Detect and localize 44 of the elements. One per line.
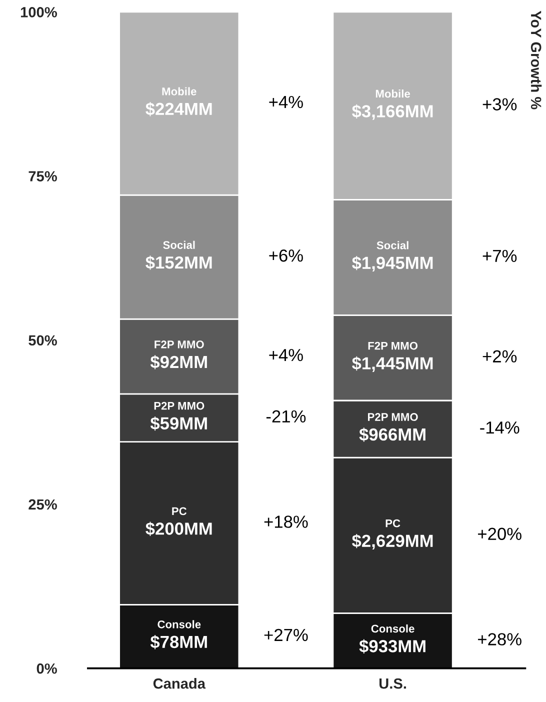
text: YoY Growth % xyxy=(530,10,542,110)
y-tick-label: 50% xyxy=(28,335,57,346)
series-label: P2P MMO xyxy=(154,402,204,410)
annotation: $1,445MM xyxy=(352,356,433,372)
series-label: Console xyxy=(371,624,414,633)
annotation: -14% xyxy=(480,422,520,434)
annotation: $224MM xyxy=(146,102,212,116)
annotation: $200MM xyxy=(146,522,212,536)
text: Mobile xyxy=(376,90,410,98)
annotation: $1,945MM xyxy=(352,256,433,272)
annotation: $78MM xyxy=(150,635,207,650)
annotation: +2% xyxy=(482,350,517,362)
y-tick-label: 0% xyxy=(36,663,57,674)
text: Social xyxy=(163,240,195,249)
annotation: +20% xyxy=(478,528,522,540)
annotation: $59MM xyxy=(150,416,207,431)
y-tick-label: 75% xyxy=(28,171,57,182)
annotation: +7% xyxy=(482,250,517,262)
annotation: +3% xyxy=(482,98,517,110)
annotation: $933MM xyxy=(359,639,426,654)
annotation: $2,629MM xyxy=(352,534,433,550)
annotation: -21% xyxy=(266,410,306,422)
annotation: +28% xyxy=(478,633,522,646)
annotation: +6% xyxy=(269,249,303,262)
text: Console xyxy=(158,620,201,628)
series-label: Social xyxy=(376,241,408,250)
annotation: $92MM xyxy=(150,355,207,370)
series-label: F2P MMO xyxy=(154,340,204,348)
annotation: +18% xyxy=(264,516,308,528)
text: F2P MMO xyxy=(368,342,418,350)
annotation: $3,166MM xyxy=(352,104,433,120)
annotation: $152MM xyxy=(146,256,212,270)
annotation: +27% xyxy=(264,628,308,642)
x-tick-label: Canada xyxy=(153,678,206,689)
annotation: +4% xyxy=(269,348,303,362)
annotation: +4% xyxy=(269,96,303,108)
y-tick-label: 100% xyxy=(20,7,57,18)
x-tick-label: U.S. xyxy=(379,678,406,689)
text: PC xyxy=(386,519,400,528)
series-label: Mobile xyxy=(162,87,196,96)
series-label: PC xyxy=(172,507,187,516)
y-tick-label: 25% xyxy=(28,499,57,510)
annotation: $966MM xyxy=(359,428,426,442)
text: P2P MMO xyxy=(368,413,418,421)
